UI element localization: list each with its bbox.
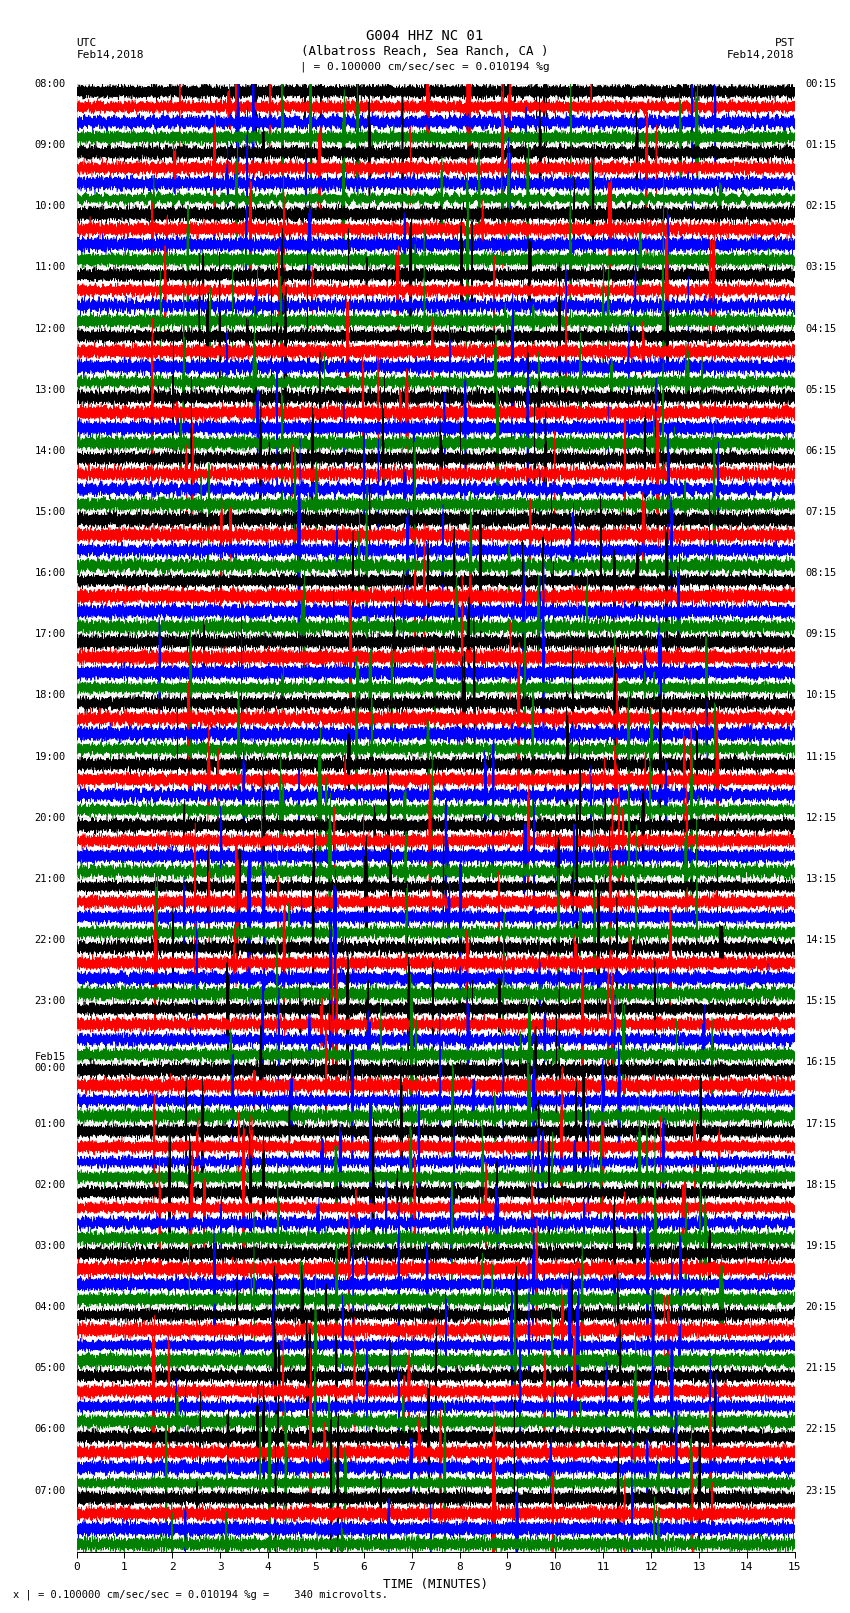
Text: 05:00: 05:00 (35, 1363, 66, 1373)
Text: 06:15: 06:15 (805, 445, 836, 456)
Text: 08:15: 08:15 (805, 568, 836, 577)
Text: 19:00: 19:00 (35, 752, 66, 761)
Text: 10:00: 10:00 (35, 202, 66, 211)
Text: PST: PST (774, 39, 795, 48)
Text: 15:00: 15:00 (35, 506, 66, 518)
Text: 01:15: 01:15 (805, 140, 836, 150)
Text: Feb15
00:00: Feb15 00:00 (35, 1052, 66, 1073)
Text: | = 0.100000 cm/sec/sec = 0.010194 %g: | = 0.100000 cm/sec/sec = 0.010194 %g (300, 61, 550, 71)
Text: UTC: UTC (76, 39, 97, 48)
Text: 18:15: 18:15 (805, 1179, 836, 1190)
Text: 07:15: 07:15 (805, 506, 836, 518)
Text: 21:00: 21:00 (35, 874, 66, 884)
Text: 07:00: 07:00 (35, 1486, 66, 1495)
Text: 09:00: 09:00 (35, 140, 66, 150)
Text: (Albatross Reach, Sea Ranch, CA ): (Albatross Reach, Sea Ranch, CA ) (301, 45, 549, 58)
Text: 13:00: 13:00 (35, 384, 66, 395)
Text: 04:15: 04:15 (805, 324, 836, 334)
Text: 09:15: 09:15 (805, 629, 836, 639)
Text: Feb14,2018: Feb14,2018 (728, 50, 795, 60)
Text: 05:15: 05:15 (805, 384, 836, 395)
Text: 04:00: 04:00 (35, 1302, 66, 1311)
Text: 12:15: 12:15 (805, 813, 836, 823)
Text: x | = 0.100000 cm/sec/sec = 0.010194 %g =    340 microvolts.: x | = 0.100000 cm/sec/sec = 0.010194 %g … (13, 1589, 388, 1600)
Text: 03:00: 03:00 (35, 1240, 66, 1252)
Text: 23:00: 23:00 (35, 997, 66, 1007)
Text: 00:15: 00:15 (805, 79, 836, 89)
Text: 21:15: 21:15 (805, 1363, 836, 1373)
Text: 15:15: 15:15 (805, 997, 836, 1007)
Text: 08:00: 08:00 (35, 79, 66, 89)
Text: 20:15: 20:15 (805, 1302, 836, 1311)
Text: 14:00: 14:00 (35, 445, 66, 456)
Text: 13:15: 13:15 (805, 874, 836, 884)
Text: 14:15: 14:15 (805, 936, 836, 945)
Text: 01:00: 01:00 (35, 1118, 66, 1129)
Text: 16:15: 16:15 (805, 1058, 836, 1068)
Text: 10:15: 10:15 (805, 690, 836, 700)
Text: 02:15: 02:15 (805, 202, 836, 211)
Text: 18:00: 18:00 (35, 690, 66, 700)
Text: 22:15: 22:15 (805, 1424, 836, 1434)
Text: 16:00: 16:00 (35, 568, 66, 577)
Text: 11:15: 11:15 (805, 752, 836, 761)
Text: 02:00: 02:00 (35, 1179, 66, 1190)
Text: 12:00: 12:00 (35, 324, 66, 334)
Text: 17:00: 17:00 (35, 629, 66, 639)
Text: 20:00: 20:00 (35, 813, 66, 823)
Text: G004 HHZ NC 01: G004 HHZ NC 01 (366, 29, 484, 44)
Text: 11:00: 11:00 (35, 263, 66, 273)
Text: 22:00: 22:00 (35, 936, 66, 945)
Text: 06:00: 06:00 (35, 1424, 66, 1434)
X-axis label: TIME (MINUTES): TIME (MINUTES) (383, 1578, 488, 1590)
Text: 23:15: 23:15 (805, 1486, 836, 1495)
Text: 19:15: 19:15 (805, 1240, 836, 1252)
Text: 03:15: 03:15 (805, 263, 836, 273)
Text: Feb14,2018: Feb14,2018 (76, 50, 144, 60)
Text: 17:15: 17:15 (805, 1118, 836, 1129)
